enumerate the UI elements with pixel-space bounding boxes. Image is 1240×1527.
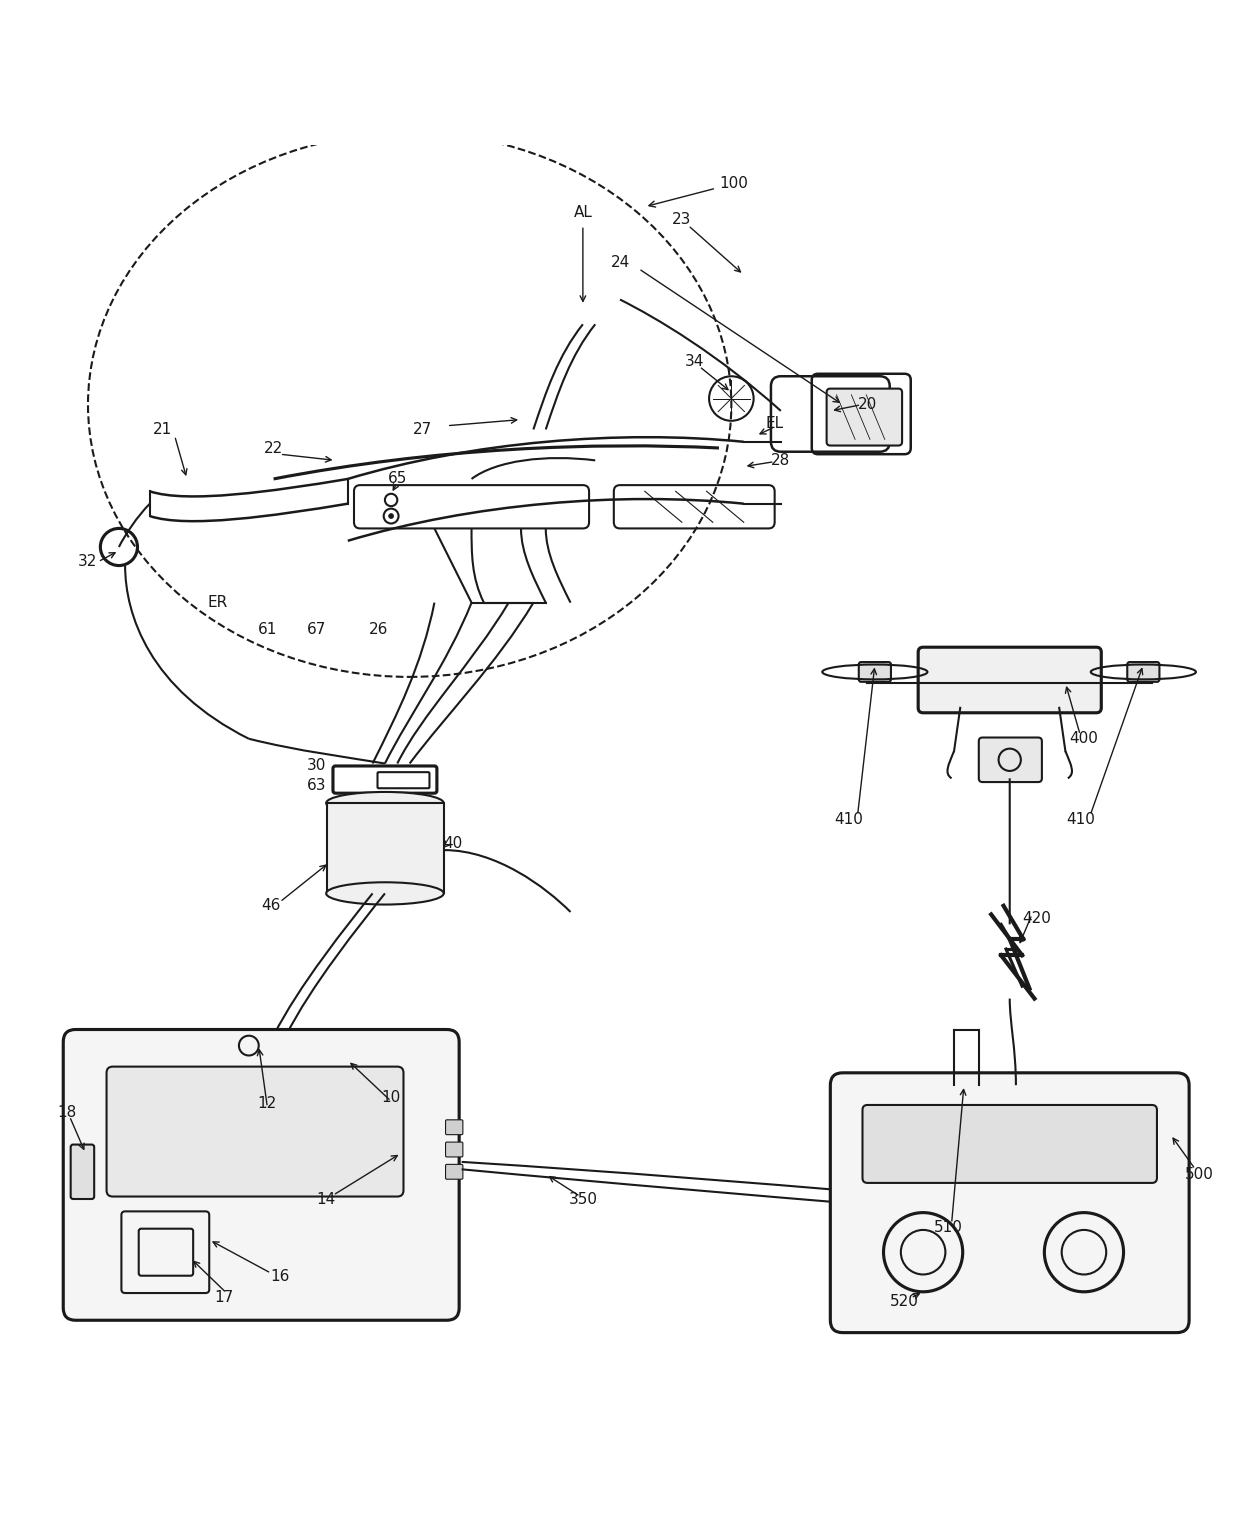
Text: 30: 30 xyxy=(308,759,326,774)
Text: 18: 18 xyxy=(57,1106,77,1119)
FancyBboxPatch shape xyxy=(63,1029,459,1321)
Text: 61: 61 xyxy=(258,623,277,637)
FancyBboxPatch shape xyxy=(445,1142,463,1157)
Text: 23: 23 xyxy=(672,212,692,226)
Text: ER: ER xyxy=(208,596,228,611)
FancyBboxPatch shape xyxy=(1127,663,1159,683)
Text: 12: 12 xyxy=(258,1096,277,1112)
FancyBboxPatch shape xyxy=(831,1073,1189,1333)
Text: 26: 26 xyxy=(370,623,388,637)
Text: 100: 100 xyxy=(649,176,748,208)
Text: 22: 22 xyxy=(264,440,283,455)
Text: 410: 410 xyxy=(1066,812,1095,826)
Text: 67: 67 xyxy=(308,623,326,637)
Text: 63: 63 xyxy=(308,779,326,793)
Text: 20: 20 xyxy=(858,397,877,412)
FancyBboxPatch shape xyxy=(445,1165,463,1179)
Text: 46: 46 xyxy=(262,898,280,913)
Text: 65: 65 xyxy=(388,472,407,487)
Text: 16: 16 xyxy=(270,1269,289,1284)
Ellipse shape xyxy=(326,793,444,814)
Text: 420: 420 xyxy=(1023,910,1052,925)
Text: 500: 500 xyxy=(1184,1167,1214,1182)
Text: 32: 32 xyxy=(78,554,98,570)
FancyBboxPatch shape xyxy=(445,1119,463,1135)
Text: 10: 10 xyxy=(382,1090,401,1106)
Text: 400: 400 xyxy=(1070,731,1099,747)
FancyBboxPatch shape xyxy=(859,663,892,683)
FancyBboxPatch shape xyxy=(918,647,1101,713)
FancyBboxPatch shape xyxy=(863,1106,1157,1183)
Text: 28: 28 xyxy=(771,454,790,467)
Text: 520: 520 xyxy=(890,1295,919,1309)
Polygon shape xyxy=(327,803,444,893)
FancyBboxPatch shape xyxy=(107,1067,403,1197)
Text: 40: 40 xyxy=(444,837,463,852)
Text: 21: 21 xyxy=(153,421,172,437)
Text: 17: 17 xyxy=(215,1290,233,1306)
Ellipse shape xyxy=(326,883,444,904)
Text: EL: EL xyxy=(765,415,784,431)
Text: AL: AL xyxy=(573,206,593,220)
FancyBboxPatch shape xyxy=(71,1145,94,1199)
FancyBboxPatch shape xyxy=(978,738,1042,782)
Text: 24: 24 xyxy=(610,255,630,270)
Circle shape xyxy=(388,513,393,519)
Text: 350: 350 xyxy=(568,1191,598,1206)
Text: 27: 27 xyxy=(413,421,432,437)
Text: 510: 510 xyxy=(934,1220,962,1235)
Text: 410: 410 xyxy=(835,812,863,826)
Text: 34: 34 xyxy=(684,354,704,370)
Text: 14: 14 xyxy=(316,1191,335,1206)
FancyBboxPatch shape xyxy=(827,389,901,446)
